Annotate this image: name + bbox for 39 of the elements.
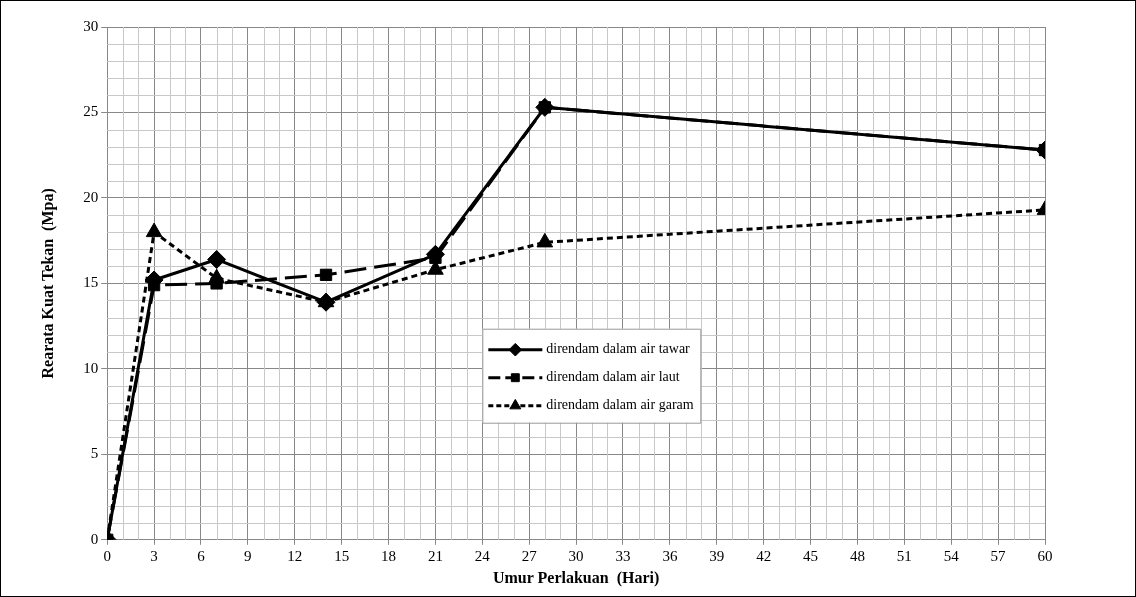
- x-tick-label: 54: [943, 547, 960, 564]
- point: [207, 249, 227, 269]
- x-tick-label: 21: [427, 547, 443, 564]
- x-tick-label: 42: [756, 547, 772, 564]
- y-axis-title: Rearata Kuat Tekan (Mpa): [38, 188, 57, 379]
- x-tick-label: 33: [615, 547, 631, 564]
- y-tick-label: 0: [90, 530, 99, 547]
- y-tick-label: 30: [83, 17, 99, 34]
- legend-label: direndam dalam air laut: [546, 369, 680, 385]
- x-tick-label: 45: [803, 547, 819, 564]
- y-tick-label: 10: [83, 359, 99, 376]
- x-tick-label: 36: [662, 547, 678, 564]
- x-tick-label: 24: [474, 547, 491, 564]
- x-tick-label: 9: [244, 547, 252, 564]
- x-tick-label: 27: [521, 547, 538, 564]
- x-tick-label: 6: [197, 547, 206, 564]
- legend-label: direndam dalam air tawar: [546, 341, 691, 357]
- x-tick-label: 60: [1037, 547, 1053, 564]
- x-tick-label: 0: [103, 547, 111, 564]
- x-tick-label: 30: [568, 547, 584, 564]
- x-tick-label: 48: [849, 547, 865, 564]
- x-tick-label: 15: [334, 547, 350, 564]
- point: [536, 232, 554, 248]
- x-tick-label: 18: [381, 547, 397, 564]
- y-tick-label: 25: [83, 103, 99, 120]
- point: [535, 97, 555, 117]
- x-axis-title: Umur Perlakuan (Hari): [492, 568, 660, 587]
- x-tick-label: 39: [709, 547, 725, 564]
- x-tick-label: 12: [287, 547, 303, 564]
- x-tick-label: 51: [896, 547, 912, 564]
- y-tick-label: 5: [90, 445, 99, 462]
- legend-label: direndam dalam air garam: [546, 397, 694, 413]
- x-tick-label: 57: [990, 547, 1007, 564]
- point: [210, 277, 223, 290]
- x-tick-label: 3: [150, 547, 158, 564]
- y-tick-label: 15: [83, 274, 99, 291]
- y-tick-label: 20: [83, 188, 99, 205]
- point: [319, 268, 333, 282]
- point: [145, 222, 163, 238]
